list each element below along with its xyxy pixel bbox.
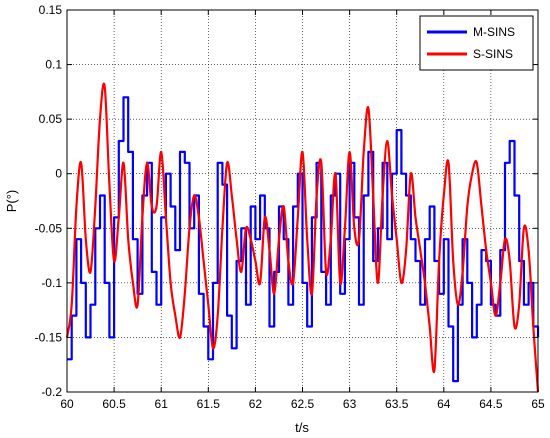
y-tick-label: -0.15: [35, 330, 63, 344]
x-tick-label: 63.5: [385, 397, 409, 411]
y-tick-label: -0.2: [41, 385, 62, 399]
x-tick-labels: 60 60.5 61 61.5 62 62.5 63 63.5 64 64.5 65: [60, 397, 545, 411]
x-tick-label: 63: [343, 397, 357, 411]
y-tick-label: 0.1: [45, 58, 62, 72]
y-tick-labels: -0.2 -0.15 -0.1 -0.05 0 0.05 0.1 0.15: [35, 3, 63, 399]
tick-marks: [66, 9, 539, 393]
legend-label-s-sins: S-SINS: [473, 47, 513, 61]
x-tick-label: 64: [437, 397, 451, 411]
x-tick-label: 62: [249, 397, 263, 411]
y-tick-label: -0.1: [41, 276, 62, 290]
series-group: [65, 82, 540, 393]
x-tick-label: 64.5: [479, 397, 503, 411]
legend: M-SINS S-SINS: [419, 15, 534, 71]
x-axis-label: t/s: [295, 420, 309, 435]
y-tick-label: 0.15: [39, 3, 63, 17]
series-line-s-sins: [65, 82, 540, 393]
x-tick-label: 61: [155, 397, 169, 411]
legend-label-m-sins: M-SINS: [473, 25, 515, 39]
x-tick-label: 65: [531, 397, 545, 411]
x-tick-label: 61.5: [197, 397, 221, 411]
series-line-m-sins: [67, 96, 540, 383]
x-tick-label: 60.5: [102, 397, 126, 411]
y-tick-label: 0: [55, 167, 62, 181]
y-axis-label: P(°): [4, 190, 19, 213]
x-tick-label: 62.5: [291, 397, 315, 411]
y-tick-label: 0.05: [39, 112, 63, 126]
x-tick-label: 60: [60, 397, 74, 411]
y-tick-label: -0.05: [35, 221, 63, 235]
legend-box: [419, 15, 534, 71]
